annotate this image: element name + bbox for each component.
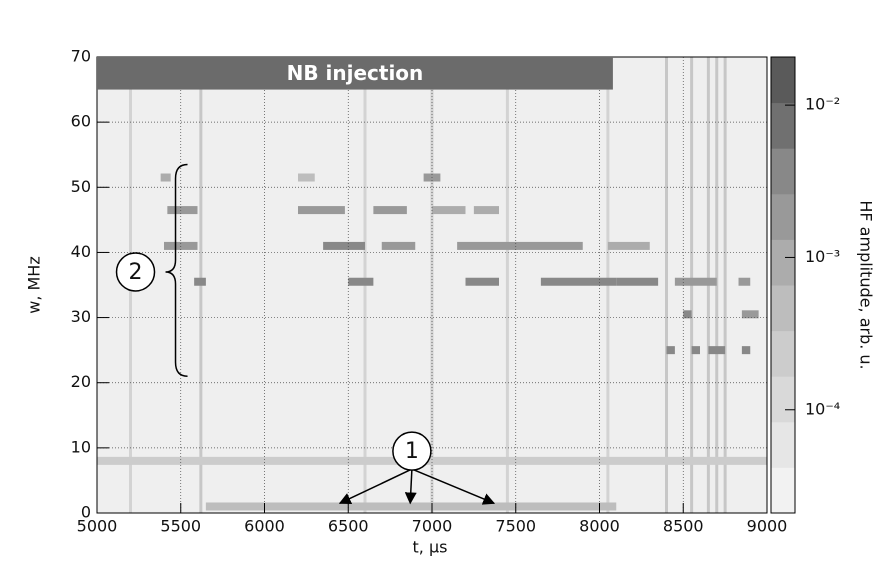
- x-tick-label: 7000: [412, 517, 453, 536]
- colorbar-cell: [771, 376, 795, 423]
- spectral-band: [381, 241, 416, 250]
- spectral-band: [160, 173, 171, 182]
- y-tick-label: 20: [71, 372, 91, 391]
- spectral-band: [683, 310, 692, 319]
- x-tick-label: 8000: [579, 517, 620, 536]
- colorbar-tick-label: 10⁻⁴: [805, 399, 840, 418]
- injection-bar: [97, 57, 613, 90]
- y-tick-label: 40: [71, 242, 91, 261]
- x-tick-label: 6500: [328, 517, 369, 536]
- arrow: [411, 468, 496, 505]
- arrow: [338, 468, 413, 505]
- spectral-band: [741, 310, 759, 319]
- colorbar-tick-label: 10⁻²: [805, 95, 840, 114]
- injection-label: NB injection: [287, 61, 424, 85]
- x-tick-label: 6000: [244, 517, 285, 536]
- colorbar-cell: [771, 148, 795, 195]
- x-tick-label: 5000: [77, 517, 118, 536]
- brace: [165, 163, 188, 377]
- x-tick-label: 7500: [495, 517, 536, 536]
- spectral-band: [607, 241, 650, 250]
- spectral-band: [691, 346, 700, 355]
- spectral-band: [465, 277, 499, 286]
- spectral-band: [666, 346, 675, 355]
- marker-label: 1: [405, 439, 419, 464]
- colorbar-cell: [771, 239, 795, 286]
- spectral-band: [97, 456, 767, 465]
- spectral-band: [432, 206, 466, 215]
- spectral-band: [373, 206, 407, 215]
- spectral-band: [298, 173, 315, 182]
- spectral-band: [457, 241, 583, 250]
- spectral-band: [674, 277, 717, 286]
- spectral-band: [167, 206, 198, 215]
- x-tick-label: 8500: [663, 517, 704, 536]
- colorbar-frame: [770, 56, 796, 514]
- colorbar-label: HF amplitude, arb. u.: [857, 200, 876, 369]
- y-tick-label: 10: [71, 437, 91, 456]
- spectral-band: [741, 346, 751, 355]
- marker-circle: [115, 252, 156, 292]
- spectral-band: [738, 277, 751, 286]
- colorbar-cell: [771, 467, 795, 514]
- y-tick-label: 60: [71, 112, 91, 131]
- streak: [723, 57, 727, 513]
- spectral-band: [194, 277, 206, 286]
- spectral-band: [708, 346, 726, 355]
- spectral-band: [323, 241, 365, 250]
- spectral-band: [348, 277, 374, 286]
- colorbar-cell: [771, 193, 795, 240]
- y-axis-label: w, MHz: [25, 256, 44, 314]
- colorbar-cell: [771, 421, 795, 468]
- y-tick-label: 70: [71, 47, 91, 66]
- spectral-band: [164, 241, 198, 250]
- marker-label: 2: [129, 260, 143, 285]
- spectral-band: [205, 502, 617, 511]
- y-tick-label: 0: [81, 503, 91, 522]
- spectral-band: [473, 206, 499, 215]
- x-tick-label: 5500: [160, 517, 201, 536]
- spectral-band: [616, 277, 659, 286]
- colorbar-cell: [771, 57, 795, 104]
- y-tick-label: 50: [71, 177, 91, 196]
- y-tick-label: 30: [71, 307, 91, 326]
- arrow: [404, 469, 417, 505]
- x-axis-label: t, μs: [413, 538, 448, 557]
- x-tick-label: 9000: [747, 517, 788, 536]
- streak: [665, 57, 668, 513]
- colorbar-cell: [771, 285, 795, 332]
- spectral-band: [298, 206, 345, 215]
- colorbar-cell: [771, 102, 795, 149]
- colorbar-tick-label: 10⁻³: [805, 247, 840, 266]
- streak: [505, 57, 509, 513]
- spectral-band: [540, 277, 617, 286]
- colorbar-cell: [771, 330, 795, 377]
- marker-circle: [392, 431, 432, 471]
